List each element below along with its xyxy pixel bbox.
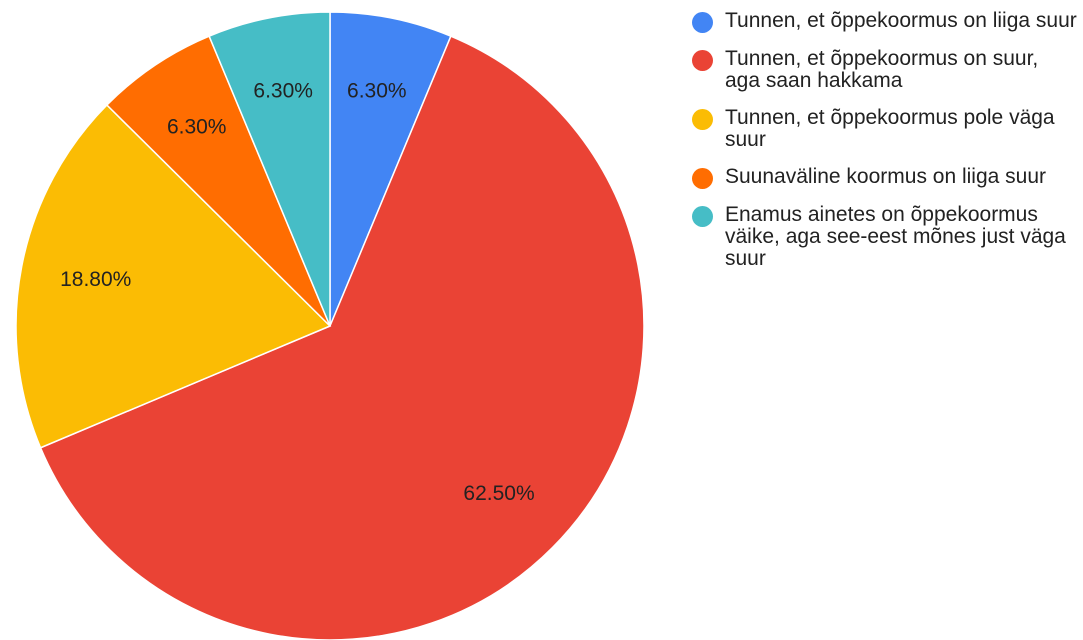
legend-swatch [692,12,713,33]
legend-label: Tunnen, et õppekoormus pole väga suur [725,106,1055,151]
legend-item: Tunnen, et õppekoormus on suur, aga saan… [692,48,1077,92]
legend-swatch [692,168,713,189]
legend-item: Enamus ainetes on õppekoormus väike, aga… [692,204,1077,270]
data-label: 6.30% [347,80,407,103]
legend-swatch [692,109,713,130]
legend-label: Tunnen, et õppekoormus on liiga suur [725,9,1077,32]
data-label: 6.30% [253,80,313,103]
legend-item: Tunnen, et õppekoormus pole väga suur [692,107,1077,151]
legend: Tunnen, et õppekoormus on liiga suur Tunn… [692,10,1077,285]
data-label: 18.80% [60,268,131,291]
legend-label: Enamus ainetes on õppekoormus väike, aga… [725,203,1066,270]
pie-slice [208,11,331,327]
legend-swatch [692,50,713,71]
data-label: 62.50% [463,482,534,505]
pie-slice [105,35,331,327]
legend-item: Tunnen, et õppekoormus on liiga suur [692,10,1077,33]
pie-slice [15,103,332,449]
legend-label: Suunaväline koormus on liiga suur [725,165,1047,188]
legend-label: Tunnen, et õppekoormus on suur, aga saan… [725,47,1039,92]
legend-swatch [692,206,713,227]
data-label: 6.30% [167,116,227,139]
pie-slice [39,35,645,640]
chart: 6.30% 62.50% 18.80% 6.30% 6.30% [15,11,645,640]
legend-item: Suunaväline koormus on liiga suur [692,166,1077,189]
pie-slice [329,11,452,327]
